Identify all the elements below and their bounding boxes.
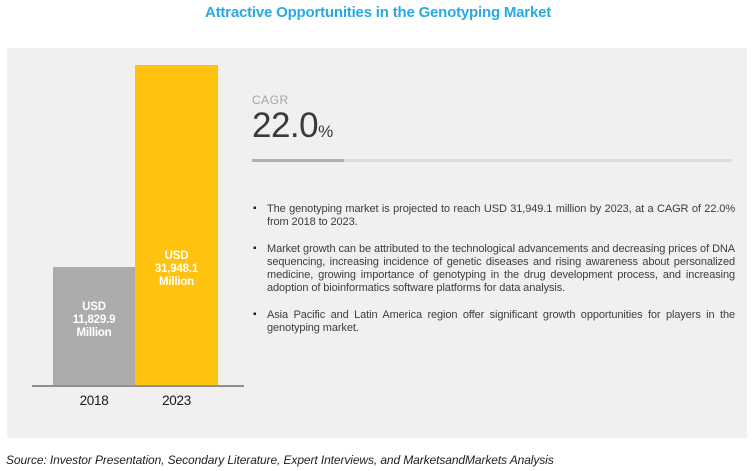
divider-line-accent: [252, 159, 344, 162]
bar-2018: [53, 267, 135, 385]
page-title: Attractive Opportunities in the Genotypi…: [204, 4, 552, 21]
cagr-label: CAGR: [252, 93, 289, 107]
bar-2023: [135, 65, 218, 385]
bullet-list: The genotyping market is projected to re…: [252, 202, 735, 349]
chart-panel: USD 11,829.9 Million USD 31,948.1 Millio…: [7, 48, 747, 438]
bullet-item-3: Asia Pacific and Latin America region of…: [252, 308, 735, 335]
cagr-number: 22.0: [252, 106, 319, 145]
x-tick-2023: 2023: [162, 393, 191, 408]
divider-line: [252, 159, 732, 162]
bullet-item-2: Market growth can be attributed to the t…: [252, 242, 735, 295]
bar-value-2023: USD 31,948.1 Million: [154, 250, 199, 288]
x-axis-line: [32, 385, 244, 387]
x-tick-2018: 2018: [79, 393, 109, 408]
cagr-percent-sign: %: [318, 122, 334, 141]
source-note: Source: Investor Presentation, Secondary…: [6, 453, 554, 467]
cagr-value: 22.0%: [252, 106, 333, 146]
bullet-item-1: The genotyping market is projected to re…: [252, 202, 735, 229]
bar-value-2018: USD 11,829.9 Million: [72, 301, 116, 339]
